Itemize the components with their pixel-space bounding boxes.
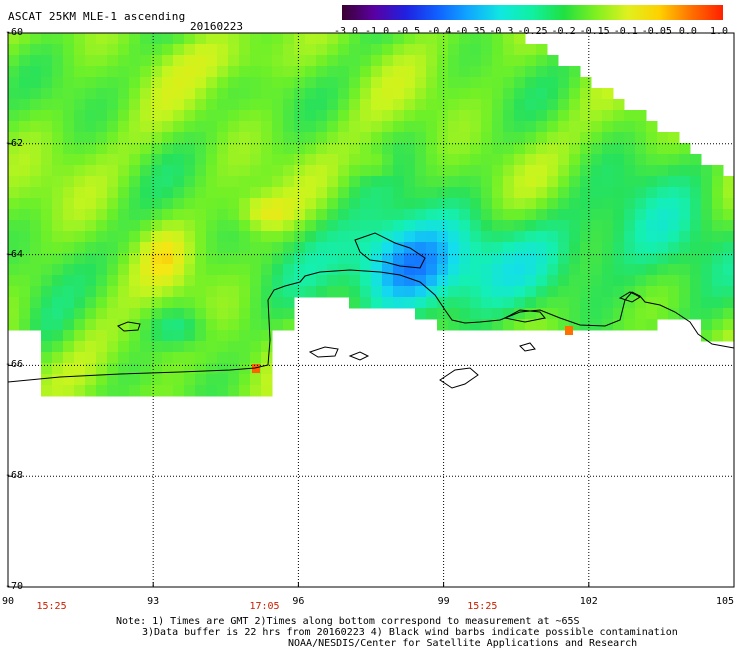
longitude-label: 96 xyxy=(292,596,305,607)
note-line-1: Note: 1) Times are GMT 2)Times along bot… xyxy=(116,616,580,627)
colorbar-tick-label: -0.2 xyxy=(551,26,576,37)
wind-field xyxy=(8,33,735,397)
colorbar-tick-label: -3.0 xyxy=(333,26,359,37)
longitude-label: 90 xyxy=(1,596,15,607)
colorbar-tick-label: 1.0 xyxy=(709,26,729,37)
colorbar-tick-label: -0.3 xyxy=(489,26,514,37)
note-line-2: 3)Data buffer is 22 hrs from 20160223 4)… xyxy=(142,627,678,638)
colorbar xyxy=(342,5,723,20)
colorbar-tick-label: -0.15 xyxy=(579,26,610,37)
latitude-label: -64 xyxy=(5,248,24,260)
time-label: 15:25 xyxy=(36,601,67,612)
axis-ticks xyxy=(7,32,735,588)
colorbar-tick-label: -1.0 xyxy=(365,26,390,37)
colorbar-tick-label: -0.35 xyxy=(455,26,486,37)
longitude-label: 105 xyxy=(715,596,735,607)
colorbar-gradient xyxy=(342,5,723,20)
longitude-label: 102 xyxy=(579,596,598,607)
coastline xyxy=(7,232,735,389)
time-label: 17:05 xyxy=(249,601,280,612)
colorbar-tick-label: -0.4 xyxy=(427,26,452,37)
longitude-label: 99 xyxy=(437,596,450,607)
colorbar-tick-label: 0.0 xyxy=(678,26,697,37)
latitude-label: -62 xyxy=(5,137,24,149)
latitude-label: -70 xyxy=(5,581,24,592)
longitude-label: 93 xyxy=(147,596,160,607)
plot-frame xyxy=(7,32,735,588)
note-line-3: NOAA/NESDIS/Center for Satellite Applica… xyxy=(288,638,638,649)
map-title: ASCAT 25KM MLE-1 ascending xyxy=(8,10,186,23)
latitude-label: -66 xyxy=(5,359,24,371)
map-date: 20160223 xyxy=(190,20,243,33)
colorbar-tick-label: -0.05 xyxy=(641,26,672,37)
colorbar-tick-label: -0.25 xyxy=(517,26,548,37)
time-label: 15:25 xyxy=(467,601,498,612)
latitude-label: -68 xyxy=(5,470,24,482)
latitude-label: -60 xyxy=(5,27,24,38)
gridlines xyxy=(8,33,734,587)
colorbar-tick-label: -0.1 xyxy=(613,26,638,37)
colorbar-tick-label: -0.5 xyxy=(396,26,421,37)
